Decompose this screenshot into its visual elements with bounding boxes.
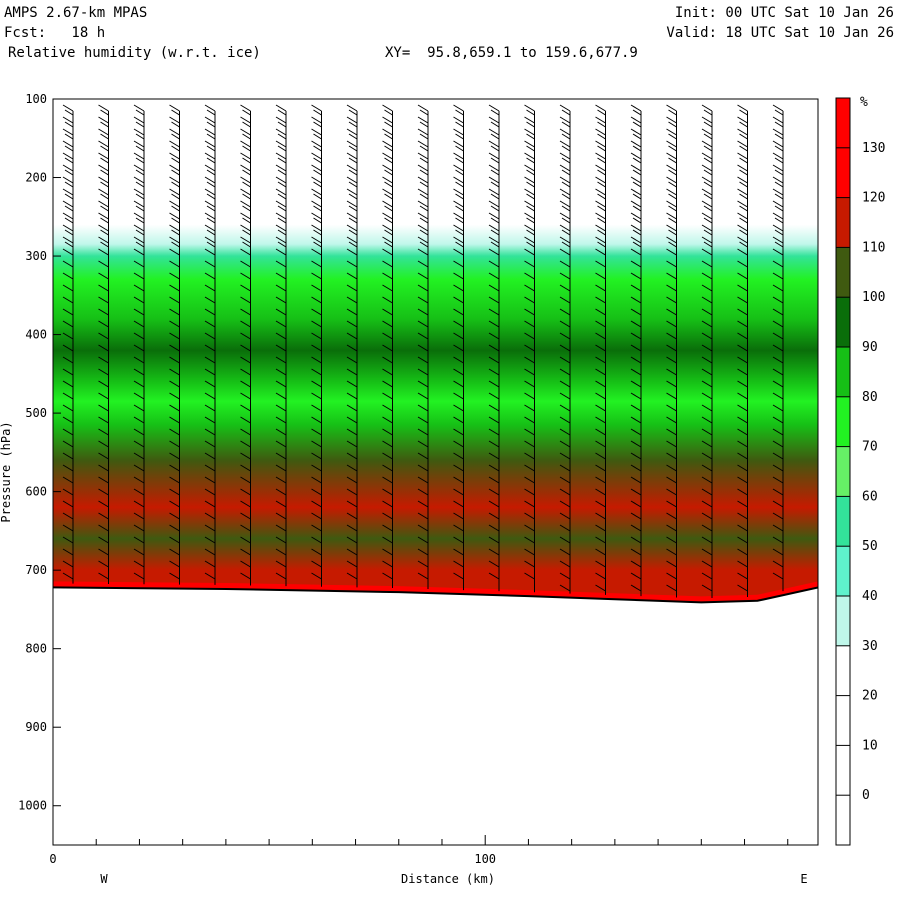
wind-barb-column bbox=[488, 104, 500, 592]
wind-barb-column bbox=[382, 104, 393, 589]
wind-barb-column bbox=[595, 104, 606, 595]
y-tick-label: 400 bbox=[25, 328, 47, 342]
y-tick-label: 100 bbox=[25, 92, 47, 106]
y-tick-label: 500 bbox=[25, 406, 47, 420]
wind-barb-column bbox=[204, 104, 216, 585]
humidity-field bbox=[53, 99, 818, 603]
x-axis: 0 100 bbox=[49, 835, 789, 866]
colorbar-tick-label: 90 bbox=[862, 340, 878, 355]
y-tick-label: 800 bbox=[25, 642, 47, 656]
wind-barb-column bbox=[772, 104, 784, 592]
wind-barb-column bbox=[62, 104, 74, 584]
plot-frame bbox=[52, 98, 819, 846]
wind-barb-column bbox=[240, 104, 251, 586]
colorbar-band bbox=[836, 596, 850, 646]
colorbar-unit: % bbox=[860, 95, 868, 110]
colorbar-band bbox=[836, 197, 850, 248]
colorbar-legend: 0 10 20 30 40 50 60 70 80 90 100 110 120 130% bbox=[835, 95, 885, 846]
west-label: W bbox=[100, 872, 108, 886]
colorbar-band bbox=[836, 347, 850, 397]
colorbar-tick-label: 60 bbox=[862, 489, 878, 504]
wind-barb-column bbox=[737, 104, 748, 598]
colorbar-tick-label: 0 bbox=[862, 788, 870, 803]
y-tick-label: 200 bbox=[25, 171, 47, 185]
wind-barb-column bbox=[346, 104, 358, 588]
wind-barb-column bbox=[453, 104, 464, 591]
colorbar-tick-label: 40 bbox=[862, 589, 878, 604]
y-tick-label: 900 bbox=[25, 720, 47, 734]
colorbar-frame bbox=[835, 97, 851, 846]
colorbar-band bbox=[836, 297, 850, 347]
colorbar-tick-label: 130 bbox=[862, 141, 885, 156]
xy-range: XY= 95.8,659.1 to 159.6,677.9 bbox=[385, 45, 638, 61]
surface-moist-band bbox=[53, 581, 818, 603]
colorbar-band bbox=[836, 446, 850, 497]
wind-barb-column bbox=[169, 104, 180, 585]
wind-barb-column bbox=[417, 104, 429, 590]
colorbar-tick-label: 20 bbox=[862, 689, 878, 704]
colorbar-band bbox=[836, 546, 850, 596]
colorbar-band bbox=[836, 396, 850, 447]
wind-barb-column bbox=[630, 104, 642, 597]
colorbar-band bbox=[836, 496, 850, 547]
wind-barb-column bbox=[559, 104, 571, 594]
colorbar-tick-label: 80 bbox=[862, 390, 878, 405]
east-label: E bbox=[800, 872, 807, 886]
model-title: AMPS 2.67-km MPAS bbox=[4, 5, 148, 21]
x-tick-label: 0 bbox=[49, 852, 56, 866]
valid-time: Valid: 18 UTC Sat 10 Jan 26 bbox=[666, 25, 894, 41]
forecast-hour: Fcst: 18 h bbox=[4, 25, 106, 41]
y-axis-label: Pressure (hPa) bbox=[0, 421, 13, 522]
colorbar-tick-label: 100 bbox=[862, 290, 885, 305]
init-time: Init: 00 UTC Sat 10 Jan 26 bbox=[674, 5, 894, 21]
y-tick-label: 1000 bbox=[18, 799, 47, 813]
y-axis: 100 200 300 400 500 600 700 800 900 1000 bbox=[18, 92, 61, 813]
wind-barb-column bbox=[701, 104, 713, 599]
y-tick-label: 300 bbox=[25, 249, 47, 263]
wind-barb-column bbox=[666, 104, 677, 598]
wind-barb-column bbox=[524, 104, 535, 593]
colorbar-tick-label: 50 bbox=[862, 539, 878, 554]
colorbar-tick-label: 120 bbox=[862, 191, 885, 206]
x-tick-label: 100 bbox=[474, 852, 496, 866]
colorbar-tick-label: 30 bbox=[862, 639, 878, 654]
wind-barb-column bbox=[133, 104, 145, 585]
plot-area bbox=[53, 99, 818, 604]
wind-barb-column bbox=[311, 104, 322, 587]
field-name: Relative humidity (w.r.t. ice) bbox=[8, 45, 261, 61]
colorbar-tick-label: 110 bbox=[862, 240, 885, 255]
x-axis-label: Distance (km) bbox=[401, 872, 495, 886]
wind-barb-column bbox=[98, 104, 109, 584]
y-tick-label: 700 bbox=[25, 563, 47, 577]
colorbar-tick-label: 70 bbox=[862, 440, 878, 455]
colorbar-tick-label: 10 bbox=[862, 738, 878, 753]
colorbar-band bbox=[836, 247, 850, 298]
terrain-surface-line bbox=[53, 586, 818, 604]
wind-barb-column bbox=[275, 104, 287, 587]
y-tick-label: 600 bbox=[25, 485, 47, 499]
